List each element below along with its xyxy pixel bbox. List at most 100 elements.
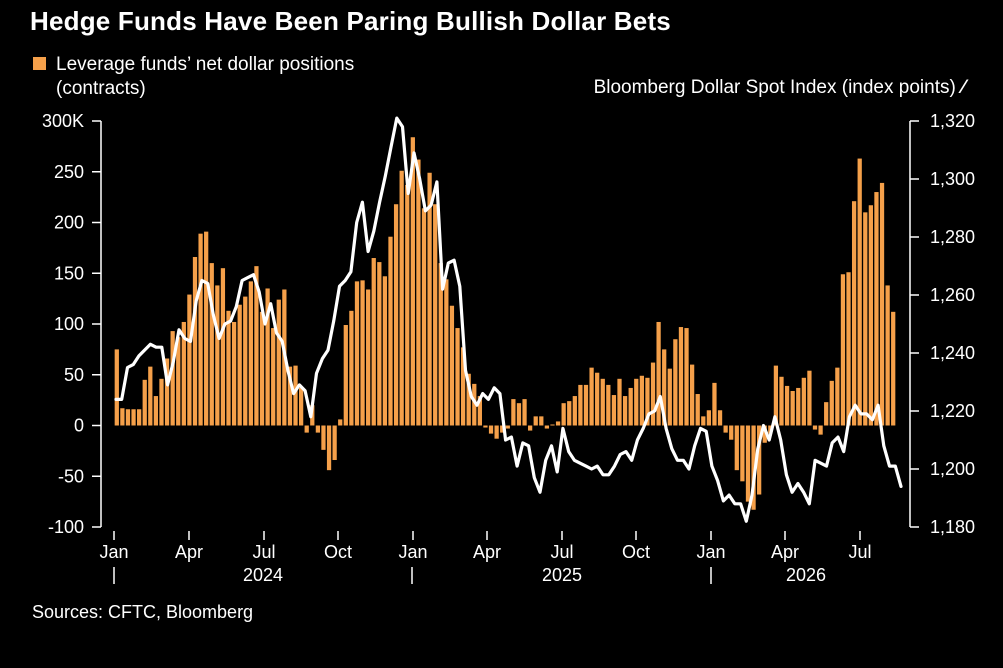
month-label: Jul <box>252 542 275 562</box>
right-tick-label: 1,240 <box>930 343 975 363</box>
bar <box>611 395 617 426</box>
left-tick-label: 200 <box>54 213 84 233</box>
bar <box>874 192 879 426</box>
bar <box>790 390 795 426</box>
bar <box>851 201 857 426</box>
bar <box>634 378 639 426</box>
bar <box>773 365 779 426</box>
bar <box>516 403 522 426</box>
bar <box>438 263 443 426</box>
bar <box>276 299 281 426</box>
bar <box>734 425 739 471</box>
right-tick-label: 1,260 <box>930 285 975 305</box>
bar <box>304 425 309 433</box>
bar <box>343 325 348 426</box>
bar <box>164 358 170 426</box>
bar <box>511 399 516 426</box>
bar-legend-label: Leverage funds’ net dollar positions <box>56 54 355 75</box>
bar <box>622 396 628 426</box>
bar <box>460 347 466 426</box>
bar <box>628 387 633 426</box>
bar <box>321 425 326 450</box>
bar <box>433 204 438 426</box>
bar <box>125 409 131 426</box>
bar <box>673 339 678 426</box>
left-tick-label: 0 <box>74 416 84 436</box>
bar <box>354 281 360 426</box>
bar <box>198 233 203 426</box>
bar <box>159 378 164 426</box>
bar <box>712 382 717 426</box>
month-label: Jul <box>550 542 573 562</box>
bar <box>835 367 840 426</box>
source-note: Sources: CFTC, Bloomberg <box>32 602 254 622</box>
left-tick-label: 100 <box>54 314 84 334</box>
bar <box>829 380 834 426</box>
year-label: 2026 <box>786 565 826 585</box>
bar <box>500 425 505 433</box>
bar <box>745 425 751 502</box>
line-legend: Bloomberg Dollar Spot Index (index point… <box>594 76 965 100</box>
bar <box>650 362 656 426</box>
left-tick-label: -100 <box>48 517 84 537</box>
left-tick-label: 250 <box>54 162 84 182</box>
month-label: Oct <box>622 542 650 562</box>
bar <box>349 310 354 426</box>
index-line <box>114 116 903 523</box>
month-label: Apr <box>771 542 799 562</box>
bar <box>779 376 784 426</box>
bar <box>729 425 734 440</box>
bar <box>360 280 365 426</box>
bar <box>684 328 689 426</box>
bar <box>131 409 136 426</box>
bar <box>695 394 700 426</box>
bar <box>455 328 460 426</box>
bar <box>617 378 622 426</box>
bar <box>114 349 119 426</box>
left-tick-label: -50 <box>58 466 84 486</box>
bar <box>796 387 801 426</box>
bar <box>528 425 533 431</box>
chart-title: Hedge Funds Have Been Paring Bullish Dol… <box>30 6 671 36</box>
bar <box>522 399 527 426</box>
bar <box>751 425 756 510</box>
right-tick-label: 1,180 <box>930 517 975 537</box>
bar <box>567 401 572 426</box>
bar <box>393 204 399 426</box>
bar <box>231 321 237 426</box>
month-label: Jan <box>696 542 725 562</box>
bar <box>757 425 762 495</box>
bar <box>762 425 767 443</box>
bar <box>259 311 265 426</box>
bar-legend-swatch <box>33 57 46 70</box>
bar <box>539 416 544 426</box>
bar <box>807 370 812 426</box>
bar <box>583 384 589 426</box>
line-series <box>114 116 903 523</box>
month-label: Jul <box>848 542 871 562</box>
month-label: Oct <box>324 542 352 562</box>
bar <box>366 289 371 426</box>
bar <box>690 364 695 426</box>
bar <box>192 257 198 426</box>
line-legend-label: Bloomberg Dollar Spot Index (index point… <box>593 77 956 98</box>
bar <box>667 368 672 426</box>
bar <box>589 367 594 426</box>
bar <box>885 285 890 426</box>
bar <box>483 425 488 428</box>
left-tick-label: 50 <box>64 365 84 385</box>
axes: 300K 250 200 150 100 50 0 -50 -100 1,320 1,300 1,28… <box>42 111 975 585</box>
bar <box>701 416 706 426</box>
bar <box>120 408 125 426</box>
bar <box>371 258 376 426</box>
bar <box>153 396 159 426</box>
bar <box>410 137 415 426</box>
bar <box>338 419 343 426</box>
bar <box>326 425 332 471</box>
bar <box>606 384 611 426</box>
bar <box>595 372 600 426</box>
bar <box>784 385 790 426</box>
bar <box>388 236 393 426</box>
bar <box>561 403 566 426</box>
